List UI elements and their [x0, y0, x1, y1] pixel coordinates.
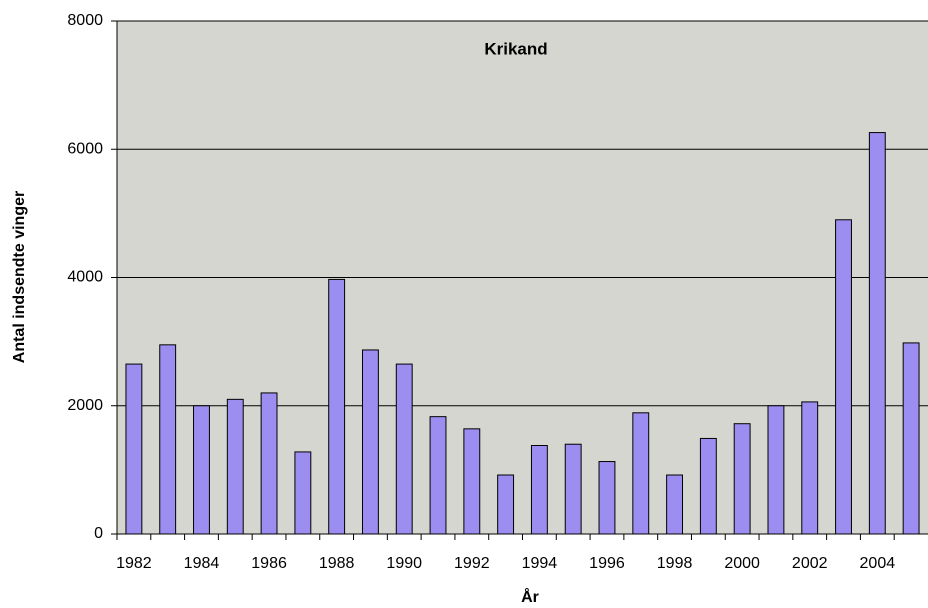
- bar: [530, 445, 548, 535]
- bar: [699, 437, 717, 535]
- chart-title: Krikand: [484, 39, 547, 58]
- y-tick-label: 6000: [67, 140, 103, 157]
- x-tick-label: 1990: [386, 555, 422, 572]
- bar: [868, 132, 886, 535]
- bar: [463, 428, 481, 535]
- x-tick-label: 1982: [116, 555, 152, 572]
- x-tick-label: 2004: [860, 555, 896, 572]
- bar: [801, 401, 819, 535]
- bar: [125, 363, 143, 535]
- x-tick-label: 1988: [319, 555, 355, 572]
- y-tick-label: 8000: [67, 12, 103, 29]
- y-axis-label: Antal indsendte vinger: [11, 191, 28, 363]
- bar: [260, 392, 278, 535]
- x-tick-label: 1998: [657, 555, 693, 572]
- y-tick-label: 0: [94, 525, 103, 542]
- bar: [632, 412, 650, 535]
- bar: [902, 342, 920, 535]
- bar: [361, 349, 379, 535]
- bar: [598, 461, 616, 535]
- x-tick-label: 1994: [522, 555, 558, 572]
- bar: [835, 219, 852, 535]
- bar: [159, 344, 177, 535]
- x-tick-label: 2000: [724, 555, 760, 572]
- y-tick-label: 2000: [67, 397, 103, 414]
- x-tick-label: 1992: [454, 555, 490, 572]
- bar: [193, 405, 210, 535]
- x-tick-label: 2002: [792, 555, 828, 572]
- x-tick-label: 1984: [184, 555, 220, 572]
- bar: [429, 416, 447, 535]
- bar: [328, 278, 346, 535]
- x-tick-label: 1986: [251, 555, 287, 572]
- bar: [666, 474, 684, 535]
- bar: [226, 398, 244, 535]
- x-tick-label: 1996: [589, 555, 625, 572]
- bar: [497, 474, 515, 535]
- bar: [294, 451, 312, 535]
- bar: [733, 423, 751, 535]
- bar: [395, 363, 413, 535]
- y-tick-label: 4000: [67, 269, 103, 286]
- bar: [564, 443, 582, 535]
- x-axis-label: År: [521, 587, 539, 606]
- bar: [767, 405, 785, 535]
